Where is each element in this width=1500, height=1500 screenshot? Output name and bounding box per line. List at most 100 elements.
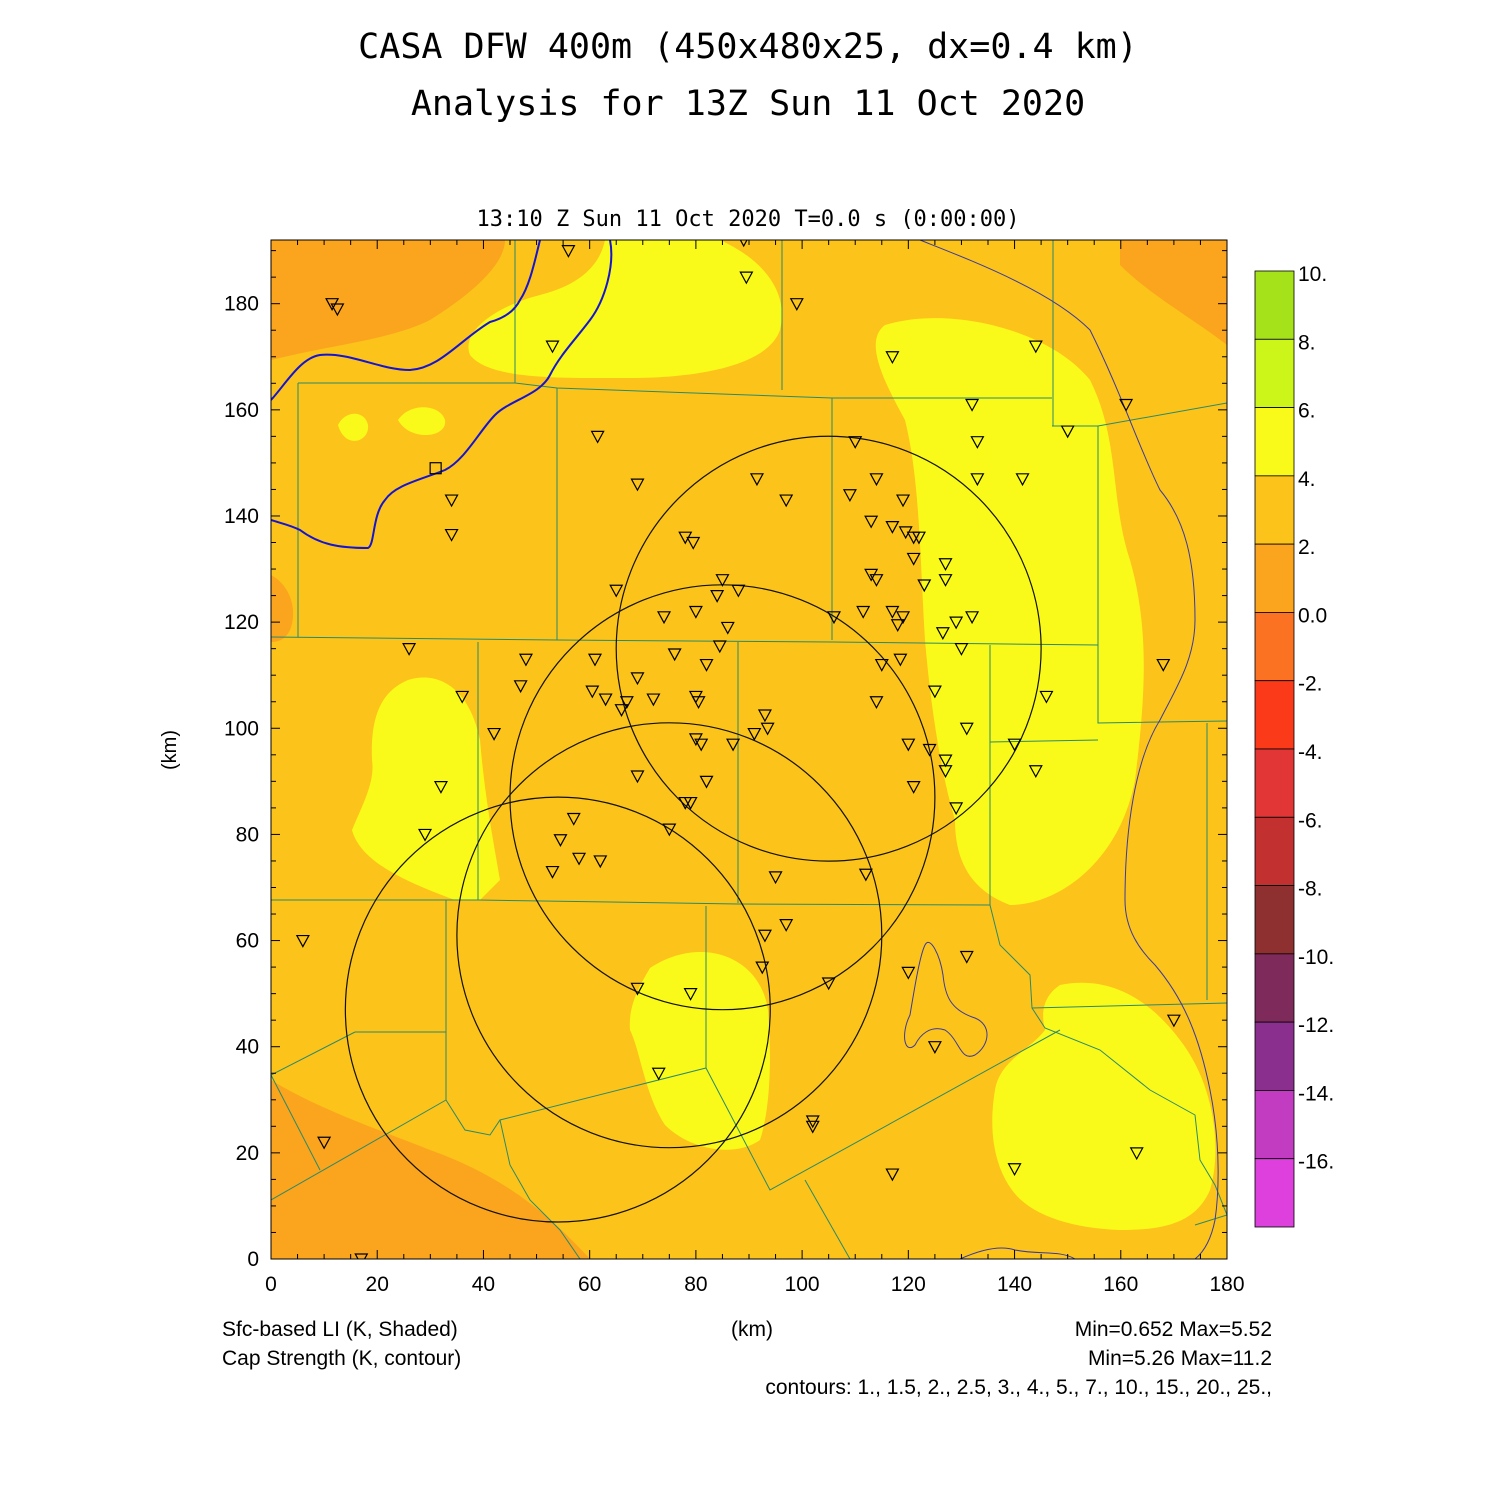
station-marker (295, 934, 310, 948)
station-marker (869, 574, 884, 587)
colorbar-swatch (1254, 885, 1295, 955)
colorbar-swatch (1254, 1090, 1295, 1160)
li-band-4-6-southeast (992, 982, 1216, 1230)
station-marker (487, 727, 502, 741)
station-marker (739, 271, 754, 285)
station-marker (848, 436, 863, 449)
station-marker (901, 738, 916, 752)
station-marker (858, 868, 873, 882)
station-marker (1015, 473, 1030, 487)
station-marker (1166, 1014, 1181, 1028)
station-marker (959, 950, 974, 964)
station-marker (455, 690, 470, 704)
station-marker (691, 696, 706, 709)
station-marker (890, 619, 905, 633)
station-marker (970, 473, 985, 487)
y-tick-label: 20 (236, 1142, 259, 1165)
station-marker (630, 478, 645, 492)
station-marker (906, 552, 921, 566)
x-tick-label: 100 (785, 1273, 820, 1296)
station-marker (683, 988, 698, 1001)
x-tick-label: 20 (366, 1273, 389, 1296)
li-band-4-6-blob1 (338, 413, 369, 441)
station-marker (1119, 398, 1134, 412)
station-marker (630, 982, 645, 996)
station-marker (959, 722, 974, 736)
station-marker (619, 696, 634, 709)
station-marker (747, 727, 762, 741)
station-marker (949, 802, 964, 816)
station-marker (710, 589, 725, 603)
station-marker (418, 828, 433, 842)
x-tick-label: 180 (1209, 1273, 1244, 1296)
station-marker (593, 855, 608, 869)
station-marker (864, 515, 879, 529)
station-marker (935, 627, 950, 640)
colorbar-swatch (1254, 748, 1295, 818)
x-axis: 0 20 40 60 80 100 120 140 160 180 (265, 240, 1245, 1296)
station-marker (354, 1253, 369, 1259)
colorbar-label: 8. (1298, 331, 1316, 354)
station-marker (911, 531, 926, 545)
station-markers (295, 240, 1181, 1259)
station-marker (433, 781, 448, 794)
x-tick-label: 160 (1103, 1273, 1138, 1296)
shaded-field-label: Sfc-based LI (K, Shaded) (222, 1318, 458, 1341)
station-marker (896, 611, 911, 625)
station-marker (1028, 340, 1043, 354)
y-tick-label: 0 (247, 1248, 259, 1271)
chart-title: CASA DFW 400m (450x480x25, dx=0.4 km) (358, 27, 1138, 67)
station-marker (749, 473, 764, 487)
y-tick-label: 120 (224, 611, 259, 634)
rivers (271, 240, 613, 550)
colorbar-swatch (1254, 543, 1295, 613)
station-marker (938, 558, 953, 571)
colorbar-label: -16. (1298, 1151, 1334, 1174)
colorbar-swatch (1254, 953, 1295, 1023)
colorbar-swatch (1254, 338, 1295, 408)
station-marker (927, 1041, 942, 1054)
station-marker (965, 398, 980, 412)
li-band-0-2-west (271, 575, 294, 642)
observation-site-marker (429, 462, 442, 475)
colorbar-label: -4. (1298, 741, 1323, 764)
colorbar-swatch (1254, 612, 1295, 682)
station-marker (694, 738, 709, 752)
station-marker (970, 436, 985, 449)
station-marker (938, 754, 953, 768)
station-marker (779, 919, 794, 932)
shaded-minmax: Min=0.652 Max=5.52 (1075, 1318, 1272, 1341)
station-marker (646, 693, 661, 707)
station-marker (667, 648, 682, 662)
station-marker (755, 961, 770, 975)
li-band-4-6-regions (338, 240, 1216, 1230)
y-tick-label: 160 (224, 399, 259, 422)
li-band-0-2-sw (271, 1080, 590, 1259)
y-tick-label: 140 (224, 505, 259, 528)
x-tick-label: 60 (578, 1273, 601, 1296)
station-marker (683, 796, 698, 810)
station-marker (1007, 738, 1022, 752)
colorbar-label: -2. (1298, 673, 1323, 696)
station-marker (1039, 690, 1054, 704)
y-tick-label: 60 (236, 930, 259, 953)
station-marker (609, 584, 624, 598)
station-marker (869, 696, 884, 709)
x-tick-label: 80 (684, 1273, 707, 1296)
x-axis-label: (km) (731, 1318, 773, 1341)
station-marker (518, 653, 533, 667)
li-band-0-2-regions (271, 240, 1227, 1259)
station-marker (657, 611, 672, 625)
station-marker (949, 616, 964, 630)
station-marker (715, 574, 730, 587)
station-marker (712, 640, 727, 654)
colorbar-swatch (1254, 475, 1295, 545)
colorbar-swatch (1254, 270, 1295, 340)
station-marker (720, 621, 735, 635)
station-marker (587, 653, 602, 667)
map-area (271, 240, 1227, 1259)
station-marker (553, 834, 568, 847)
y-axis: 0 20 40 60 80 100 120 140 160 180 (224, 250, 1227, 1271)
colorbar-label: 6. (1298, 400, 1316, 423)
